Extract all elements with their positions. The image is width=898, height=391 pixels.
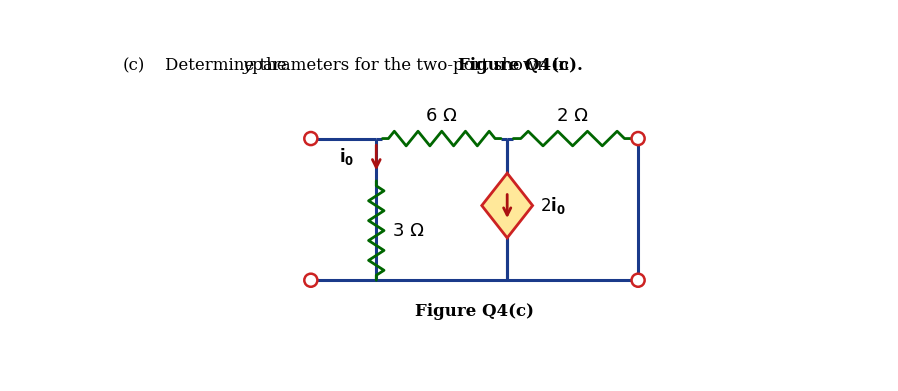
Text: 3 Ω: 3 Ω: [393, 222, 424, 240]
Text: Figure Q4(c).: Figure Q4(c).: [458, 57, 583, 74]
Text: Determine the: Determine the: [164, 57, 292, 74]
Text: $2\mathbf{i}_\mathbf{0}$: $2\mathbf{i}_\mathbf{0}$: [541, 195, 567, 216]
Circle shape: [631, 274, 645, 287]
Text: 6 Ω: 6 Ω: [427, 107, 457, 125]
Text: parameters for the two-port shown in: parameters for the two-port shown in: [247, 57, 575, 74]
Text: (c): (c): [122, 57, 145, 74]
Circle shape: [304, 274, 317, 287]
Text: 2 Ω: 2 Ω: [557, 107, 588, 125]
Text: y: y: [242, 57, 251, 74]
Text: Figure Q4(c): Figure Q4(c): [415, 303, 534, 320]
Text: $\mathbf{i}_\mathbf{0}$: $\mathbf{i}_\mathbf{0}$: [339, 146, 355, 167]
Circle shape: [304, 132, 317, 145]
Circle shape: [631, 132, 645, 145]
Polygon shape: [482, 173, 533, 238]
